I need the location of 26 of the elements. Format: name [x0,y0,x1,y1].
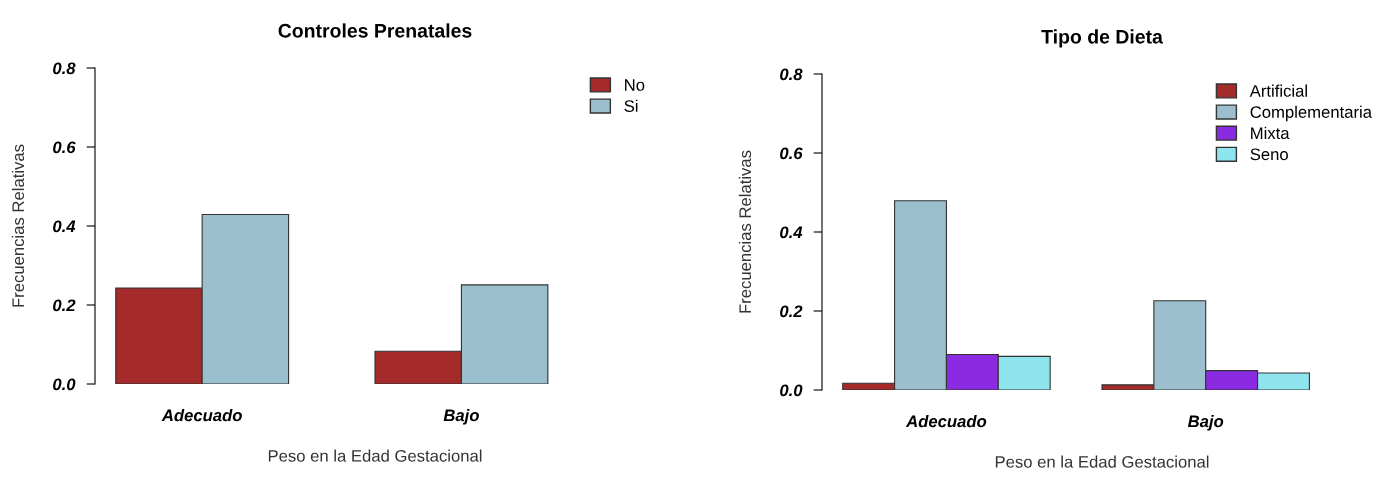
legend-label: No [625,79,645,91]
x-tick-label: Bajo [443,409,479,425]
y-tick-label: 0.4 [780,226,803,239]
x-tick-label: Bajo [1187,415,1224,431]
y-tick-label: 0.8 [53,62,76,75]
y-tick-label: 0.6 [780,147,803,160]
x-axis-title: Peso en la Edad Gestacional [268,449,482,462]
legend-label: Complementaria [1250,105,1373,122]
x-tick-label: Adecuado [161,409,242,422]
y-tick-label: 0.2 [780,305,803,318]
y-axis-title: Frecuencias Relativas [738,150,752,313]
y-tick-label: 0.0 [53,378,76,391]
y-tick-label: 0.8 [780,68,803,81]
legend-label: Seno [1250,148,1288,161]
legend-label: Mixta [1251,126,1290,140]
chart-title: Tipo de Dieta [1041,29,1163,48]
chart-title: Controles Prenatales [278,23,472,38]
legend-label: Si [624,99,638,112]
y-tick-label: 0.0 [780,384,803,397]
y-axis-title: Frecuencias Relativas [11,144,25,307]
x-axis-title: Peso en la Edad Gestacional [995,455,1209,468]
y-tick-label: 0.6 [53,141,76,154]
legend-label: Artificial [1249,84,1307,97]
x-tick-label: Adecuado [905,415,987,428]
y-tick-label: 0.2 [53,299,76,312]
y-tick-label: 0.4 [53,220,76,233]
